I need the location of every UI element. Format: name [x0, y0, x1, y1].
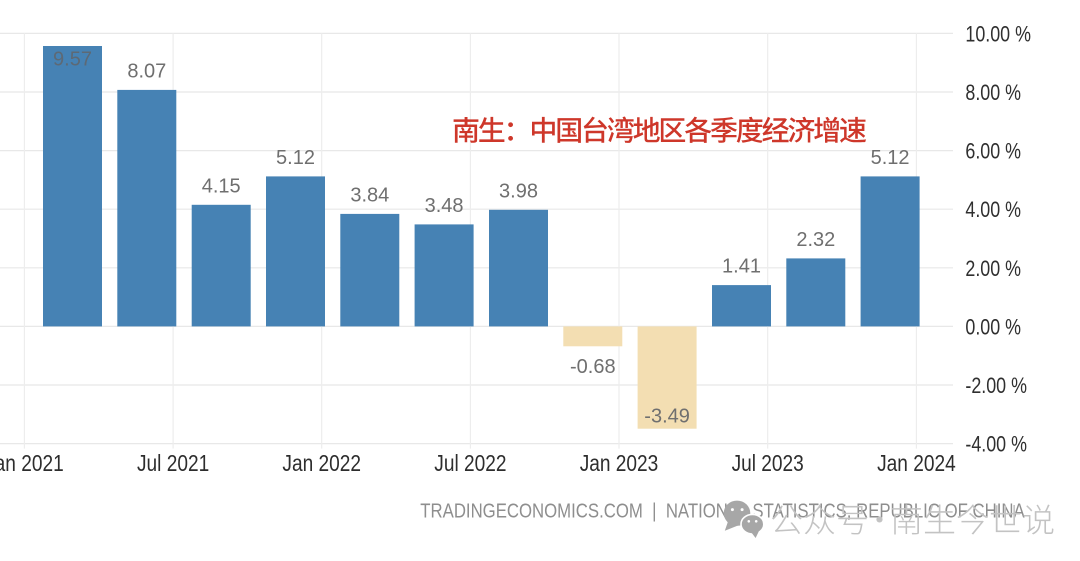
svg-text:5.12: 5.12: [871, 147, 910, 169]
svg-text:9.57: 9.57: [53, 49, 92, 71]
svg-text:4.15: 4.15: [202, 175, 241, 197]
svg-text:8.07: 8.07: [127, 60, 166, 82]
svg-text:2.00 %: 2.00 %: [965, 257, 1021, 281]
svg-text:-0.68: -0.68: [570, 356, 616, 378]
svg-text:3.84: 3.84: [350, 184, 389, 206]
svg-text:0.00 %: 0.00 %: [965, 316, 1021, 340]
svg-text:6.00 %: 6.00 %: [965, 140, 1021, 164]
svg-text:5.12: 5.12: [276, 147, 315, 169]
svg-text:-4.00 %: -4.00 %: [965, 433, 1027, 457]
svg-text:10.00 %: 10.00 %: [965, 23, 1031, 47]
svg-text:Jan 2022: Jan 2022: [282, 450, 361, 476]
svg-text:TRADINGECONOMICS.COM | NATIO: TRADINGECONOMICS.COM | NATIONAL STATISTI…: [420, 499, 1025, 522]
svg-text:Jul 2023: Jul 2023: [732, 450, 804, 476]
svg-text:1.41: 1.41: [722, 256, 761, 278]
svg-text:8.00 %: 8.00 %: [965, 81, 1021, 105]
svg-text:Jan 2024: Jan 2024: [877, 450, 956, 476]
svg-text:3.48: 3.48: [425, 195, 464, 217]
svg-text:Jan 2023: Jan 2023: [580, 450, 659, 476]
svg-text:2.32: 2.32: [796, 229, 835, 251]
svg-text:4.00 %: 4.00 %: [965, 199, 1021, 223]
svg-text:Jul 2022: Jul 2022: [434, 450, 506, 476]
svg-text:3.98: 3.98: [499, 180, 538, 202]
svg-text:Jan 2021: Jan 2021: [0, 450, 64, 476]
svg-text:-2.00 %: -2.00 %: [965, 374, 1027, 398]
svg-text:-3.49: -3.49: [644, 406, 690, 428]
svg-text:Jul 2021: Jul 2021: [137, 450, 209, 476]
